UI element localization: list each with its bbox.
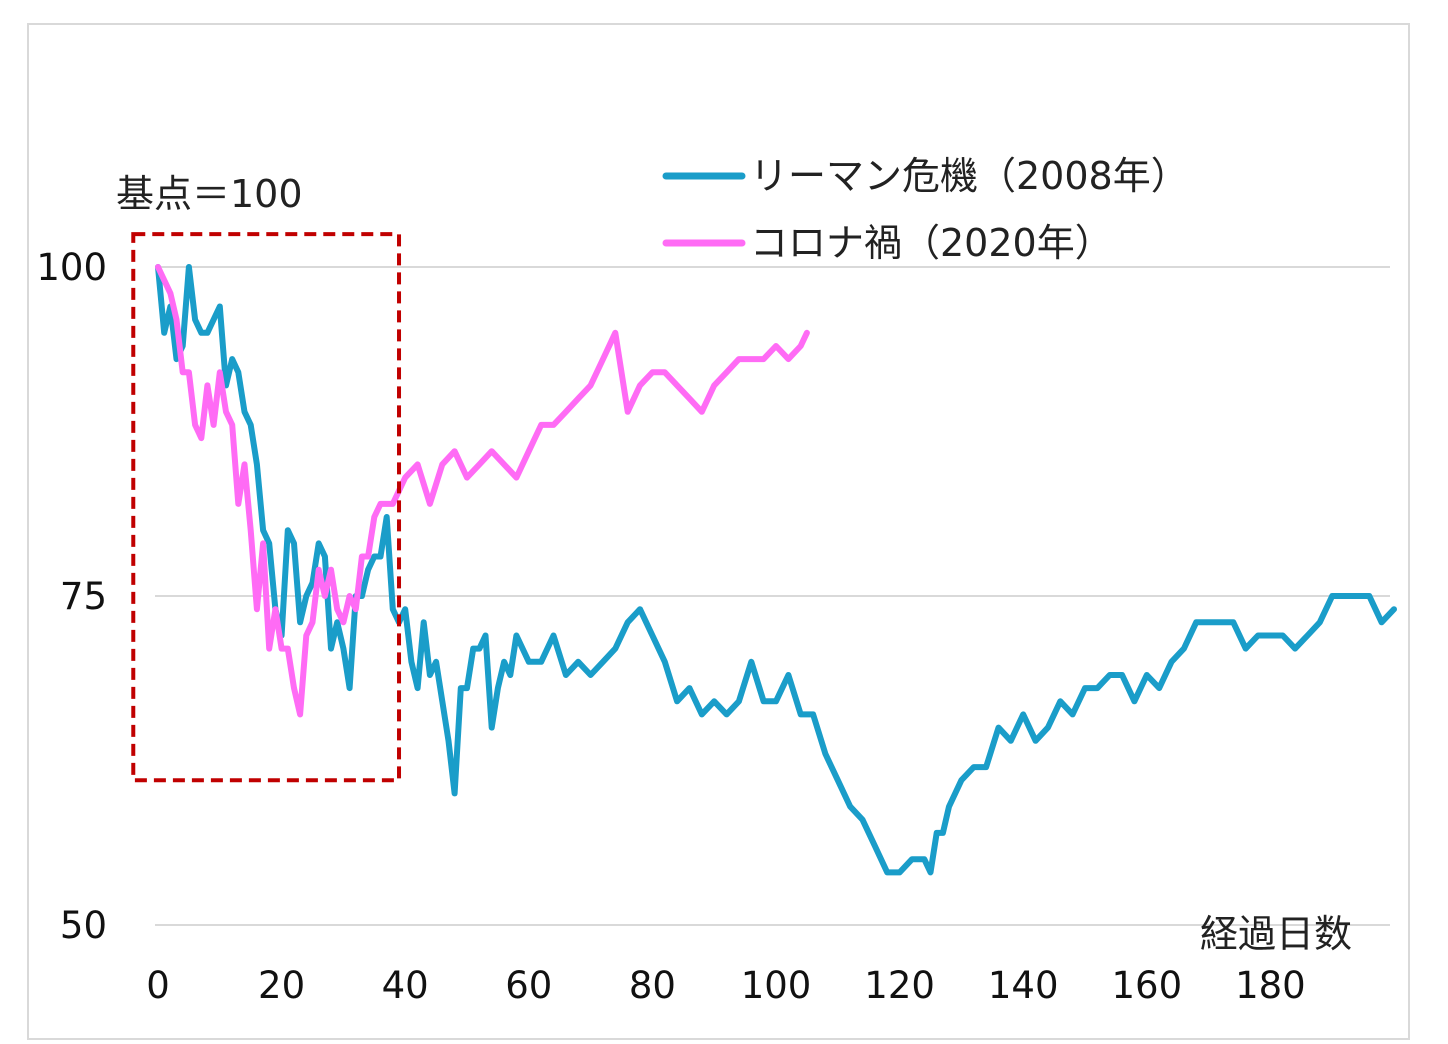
legend-label: リーマン危機（2008年） [750,154,1189,198]
x-tick-label: 40 [382,964,429,1007]
legend: リーマン危機（2008年） コロナ禍（2020年） [662,154,1189,265]
legend-label: コロナ禍（2020年） [750,221,1113,265]
series-line-0 [155,264,1397,876]
x-axis-ticks: 0 20 40 60 80 100 120 140 160 180 [146,964,1305,1007]
x-tick-label: 100 [741,964,812,1007]
x-tick-label: 0 [146,964,170,1007]
x-tick-label: 160 [1111,964,1182,1007]
gridlines [155,266,1390,926]
series-lines [155,264,1397,876]
highlight-box [131,232,402,783]
x-tick-label: 120 [864,964,935,1007]
chart-frame [27,23,1410,1040]
x-tick-label: 60 [505,964,552,1007]
x-tick-label: 140 [988,964,1059,1007]
x-tick-label: 20 [258,964,305,1007]
y-tick-label: 50 [60,904,107,947]
baseline-annotation: 基点＝100 [116,172,303,216]
x-tick-label: 80 [629,964,676,1007]
series-line-1 [155,264,810,718]
x-axis-label: 経過日数 [1200,912,1352,956]
x-tick-label: 180 [1235,964,1306,1007]
y-tick-label: 75 [60,575,107,618]
y-axis-ticks: 50 75 100 [36,246,107,947]
y-tick-label: 100 [36,246,107,289]
